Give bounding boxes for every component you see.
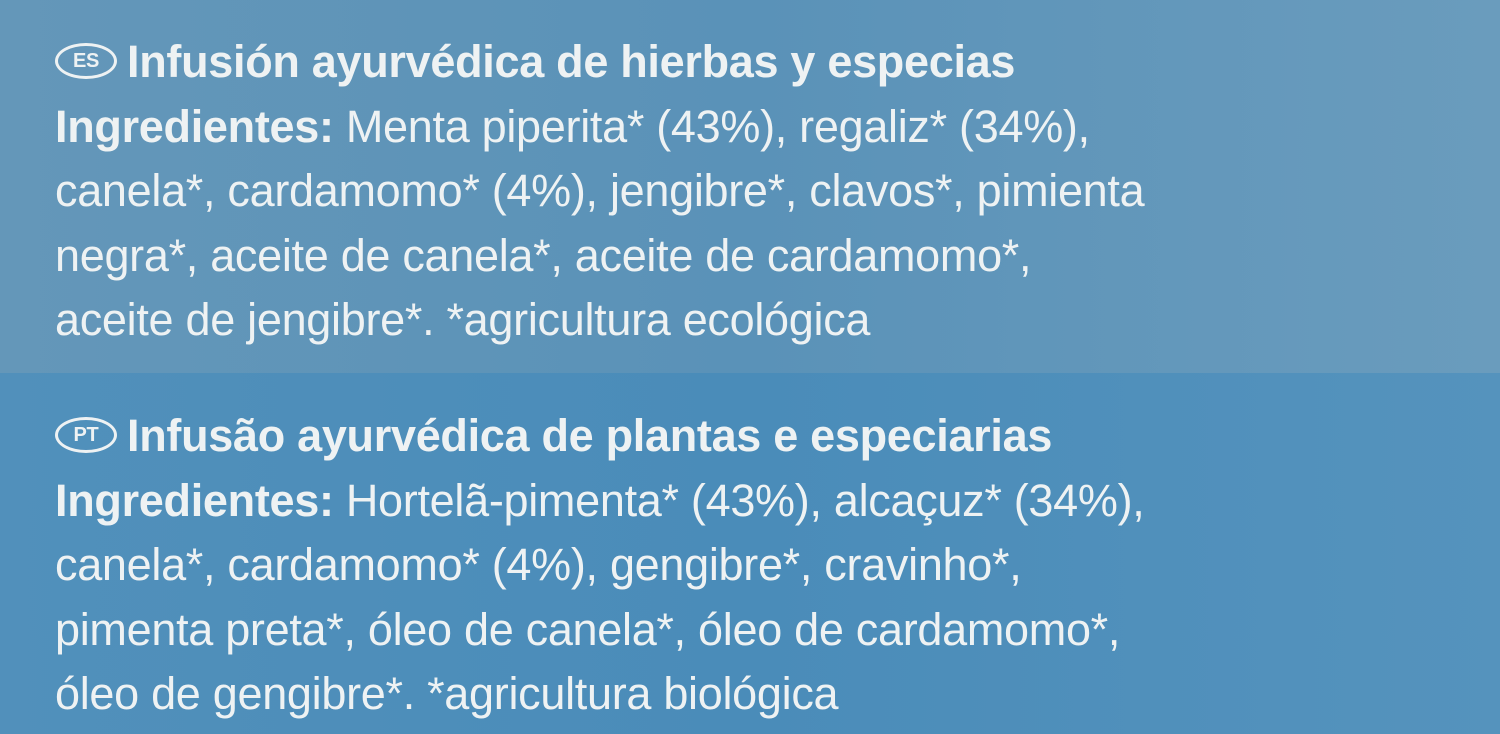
portuguese-ingredients-line-3: pimenta preta*, óleo de canela*, óleo de…	[55, 603, 1121, 655]
portuguese-ingredients-line-1: Ingredientes: Hortelã-pimenta* (43%), al…	[55, 469, 1500, 534]
spanish-ingredients-line-4: aceite de jengibre*. *agricultura ecológ…	[55, 294, 871, 345]
spanish-section: ES Infusión ayurvédica de hierbas y espec…	[0, 0, 1500, 373]
spanish-title-line: ES Infusión ayurvédica de hierbas y espec…	[55, 30, 1500, 95]
spanish-title: Infusión ayurvédica de hierbas y especia…	[127, 36, 1016, 87]
spanish-ingredients-line-1: Ingredientes: Menta piperita* (43%), reg…	[55, 95, 1500, 160]
spanish-ingredients-line-2: canela*, cardamomo* (4%), jengibre*, cla…	[55, 165, 1145, 216]
spanish-ingredients-line-3: negra*, aceite de canela*, aceite de car…	[55, 229, 1032, 281]
portuguese-title-line: PT Infusão ayurvédica de plantas e especi…	[55, 404, 1500, 469]
ingredient-text: Hortelã-pimenta* (43%), alcaçuz* (34%),	[333, 474, 1145, 526]
portuguese-ingredients-line-2: canela*, cardamomo* (4%), gengibre*, cra…	[55, 539, 1022, 590]
es-language-badge: ES	[55, 43, 117, 80]
portuguese-section: PT Infusão ayurvédica de plantas e especi…	[0, 373, 1500, 734]
portuguese-ingredients-line-4: óleo de gengibre*. *agricultura biológic…	[55, 668, 839, 719]
spanish-ingredients-label: Ingredientes:	[55, 100, 334, 152]
portuguese-ingredients-label: Ingredientes:	[55, 474, 334, 526]
portuguese-title: Infusão ayurvédica de plantas e especiar…	[127, 410, 1053, 461]
ingredient-text: Menta piperita* (43%), regaliz* (34%),	[333, 100, 1090, 152]
pt-language-badge: PT	[55, 417, 117, 454]
